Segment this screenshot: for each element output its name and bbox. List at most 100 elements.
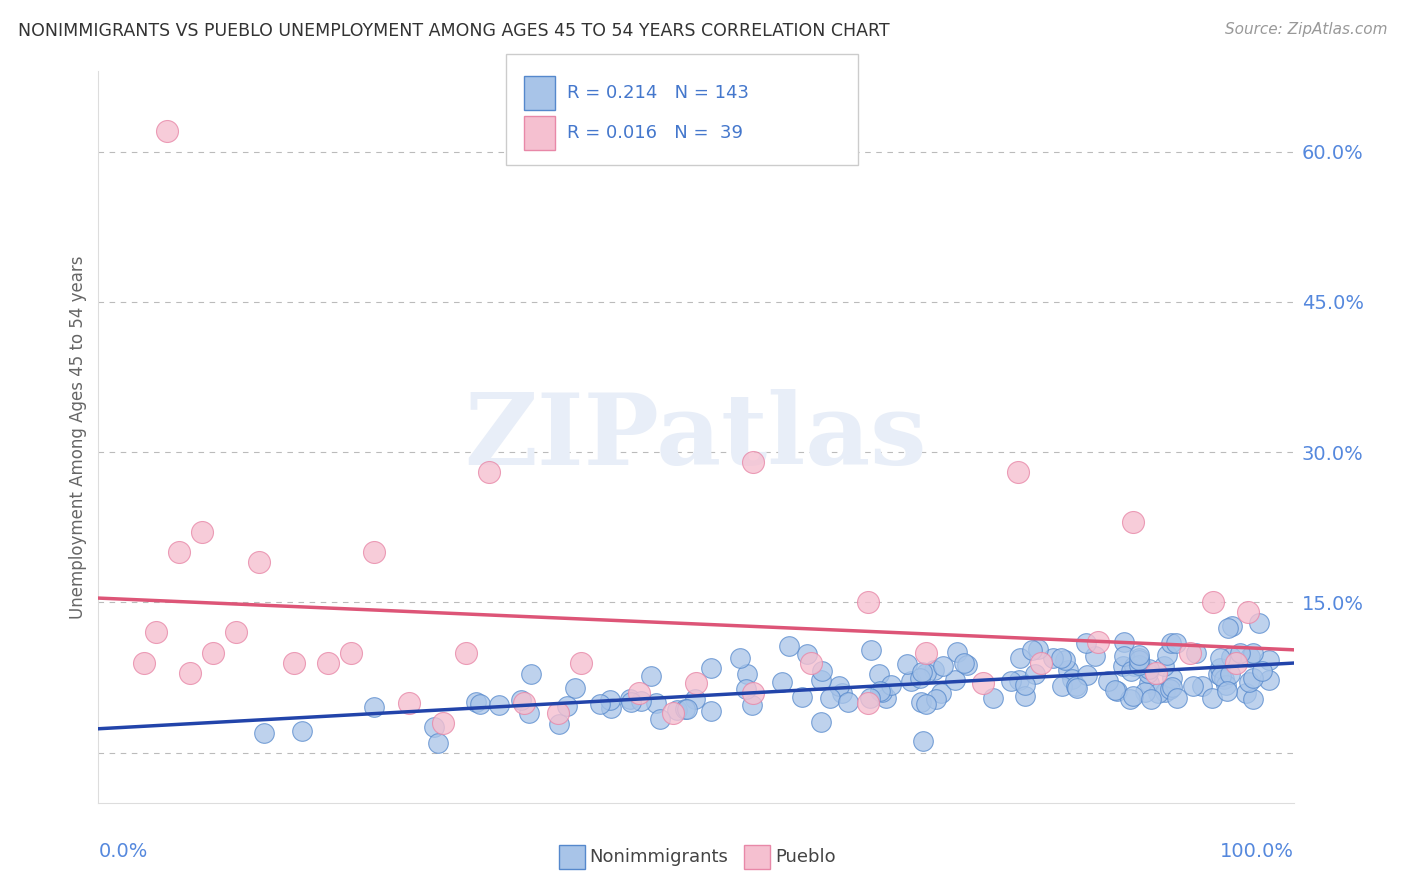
Point bbox=[868, 667, 890, 681]
Point bbox=[555, 698, 578, 713]
Point bbox=[1052, 679, 1074, 693]
Point bbox=[790, 690, 813, 705]
Text: NONIMMIGRANTS VS PUEBLO UNEMPLOYMENT AMONG AGES 45 TO 54 YEARS CORRELATION CHART: NONIMMIGRANTS VS PUEBLO UNEMPLOYMENT AMO… bbox=[18, 22, 890, 40]
Point bbox=[1160, 636, 1182, 650]
Point bbox=[1257, 652, 1279, 666]
Text: Nonimmigrants: Nonimmigrants bbox=[589, 848, 728, 866]
Point bbox=[179, 665, 201, 680]
Point bbox=[1144, 665, 1167, 680]
Point bbox=[1220, 619, 1243, 633]
Point bbox=[1234, 686, 1257, 700]
Point bbox=[1258, 673, 1281, 687]
Point bbox=[1220, 649, 1243, 664]
Point bbox=[778, 639, 800, 653]
Point bbox=[915, 665, 938, 680]
Point bbox=[1010, 651, 1032, 665]
Point bbox=[569, 656, 592, 670]
Point bbox=[456, 646, 478, 660]
Point bbox=[1160, 671, 1182, 685]
Point bbox=[1066, 681, 1088, 695]
Point bbox=[735, 681, 758, 696]
Y-axis label: Unemployment Among Ages 45 to 54 years: Unemployment Among Ages 45 to 54 years bbox=[69, 255, 87, 619]
Point bbox=[470, 697, 492, 711]
Point bbox=[742, 455, 765, 469]
Point bbox=[564, 681, 586, 695]
Point bbox=[943, 673, 966, 687]
Point bbox=[1191, 679, 1213, 693]
Point bbox=[316, 656, 339, 670]
Point bbox=[600, 701, 623, 715]
Point bbox=[1021, 642, 1043, 657]
Point bbox=[741, 698, 763, 712]
Point bbox=[202, 646, 225, 660]
Point bbox=[1249, 615, 1271, 630]
Point bbox=[1206, 666, 1229, 681]
Point bbox=[699, 661, 721, 675]
Point bbox=[879, 678, 901, 692]
Point bbox=[1029, 656, 1052, 670]
Point bbox=[1156, 648, 1178, 662]
Point bbox=[742, 685, 765, 699]
Point bbox=[1026, 641, 1049, 656]
Point bbox=[478, 465, 501, 479]
Point bbox=[828, 679, 851, 693]
Point bbox=[770, 674, 793, 689]
Point bbox=[1154, 685, 1177, 699]
Point bbox=[1042, 650, 1064, 665]
Point bbox=[931, 686, 953, 700]
Point bbox=[685, 675, 707, 690]
Point bbox=[1087, 635, 1109, 649]
Point bbox=[253, 726, 276, 740]
Point bbox=[1112, 659, 1135, 673]
Point bbox=[398, 696, 420, 710]
Point bbox=[432, 715, 454, 730]
Text: 0.0%: 0.0% bbox=[98, 842, 148, 861]
Point bbox=[1112, 634, 1135, 648]
Point bbox=[875, 690, 897, 705]
Point bbox=[1119, 691, 1142, 706]
Point bbox=[1122, 515, 1144, 529]
Point bbox=[1213, 672, 1236, 686]
Point bbox=[1202, 595, 1225, 609]
Point bbox=[728, 651, 751, 665]
Point bbox=[675, 702, 697, 716]
Point bbox=[640, 668, 662, 682]
Point bbox=[1215, 678, 1237, 692]
Point bbox=[922, 663, 945, 677]
Point bbox=[363, 700, 385, 714]
Point bbox=[648, 712, 671, 726]
Point bbox=[900, 673, 922, 688]
Point bbox=[1209, 650, 1232, 665]
Point bbox=[1128, 648, 1150, 662]
Point bbox=[1209, 669, 1232, 683]
Point bbox=[810, 714, 832, 729]
Point bbox=[1062, 673, 1084, 687]
Point bbox=[134, 656, 156, 670]
Point bbox=[283, 656, 305, 670]
Text: ZIPatlas: ZIPatlas bbox=[465, 389, 927, 485]
Point bbox=[810, 664, 832, 678]
Point bbox=[512, 696, 534, 710]
Point bbox=[1084, 648, 1107, 663]
Point bbox=[1064, 679, 1087, 693]
Point bbox=[1239, 649, 1261, 664]
Point bbox=[1112, 649, 1135, 664]
Point bbox=[225, 625, 247, 640]
Point bbox=[1057, 663, 1080, 677]
Point bbox=[1237, 675, 1260, 690]
Point bbox=[1140, 692, 1163, 706]
Point bbox=[1128, 657, 1150, 672]
Point bbox=[800, 656, 823, 670]
Point bbox=[1121, 664, 1143, 678]
Point bbox=[1133, 685, 1156, 699]
Point bbox=[972, 675, 994, 690]
Point bbox=[700, 704, 723, 718]
Point bbox=[1178, 646, 1201, 660]
Point bbox=[683, 691, 706, 706]
Point bbox=[589, 698, 612, 712]
Point bbox=[911, 734, 934, 748]
Point bbox=[1000, 673, 1022, 688]
Point bbox=[1159, 681, 1181, 696]
Point bbox=[981, 691, 1004, 706]
Point bbox=[1074, 636, 1097, 650]
